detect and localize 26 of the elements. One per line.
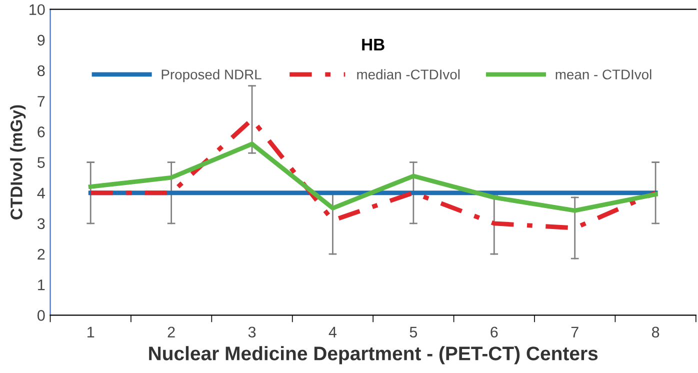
x-tick-label: 8: [652, 326, 660, 338]
x-tick-label: 3: [248, 326, 256, 338]
y-tick-label: 1: [38, 280, 45, 290]
x-tick-label: 2: [168, 326, 175, 338]
y-tick-label: 7: [38, 96, 45, 107]
legend-label: Proposed NDRL: [162, 69, 262, 82]
y-tick-label: 10: [30, 4, 45, 16]
line-series: [88, 142, 658, 213]
y-tick-label: 3: [37, 218, 45, 230]
y-tick-label: 2: [38, 248, 45, 260]
x-tick-label: 6: [490, 326, 498, 338]
legend-label: median -CTDIvol: [357, 69, 460, 80]
text: HB: [362, 38, 384, 50]
y-tick-label: 0: [37, 310, 45, 321]
y-tick-label: 5: [38, 157, 45, 168]
x-tick-label: 1: [88, 326, 94, 338]
y-tick-label: 6: [38, 126, 45, 138]
x-tick-label: 5: [410, 326, 418, 338]
legend-label: mean - CTDIvol: [556, 69, 652, 80]
y-tick-label: 4: [37, 188, 45, 198]
y-axis-title: CTDIvol (mGy): [10, 105, 26, 220]
y-tick-label: 8: [38, 65, 45, 76]
x-tick-label: 4: [328, 326, 337, 338]
x-tick-label: 7: [571, 326, 578, 338]
y-tick-label: 9: [38, 34, 45, 46]
x-axis-title: Nuclear Medicine Department - (PET-CT) Centers: [149, 346, 598, 364]
